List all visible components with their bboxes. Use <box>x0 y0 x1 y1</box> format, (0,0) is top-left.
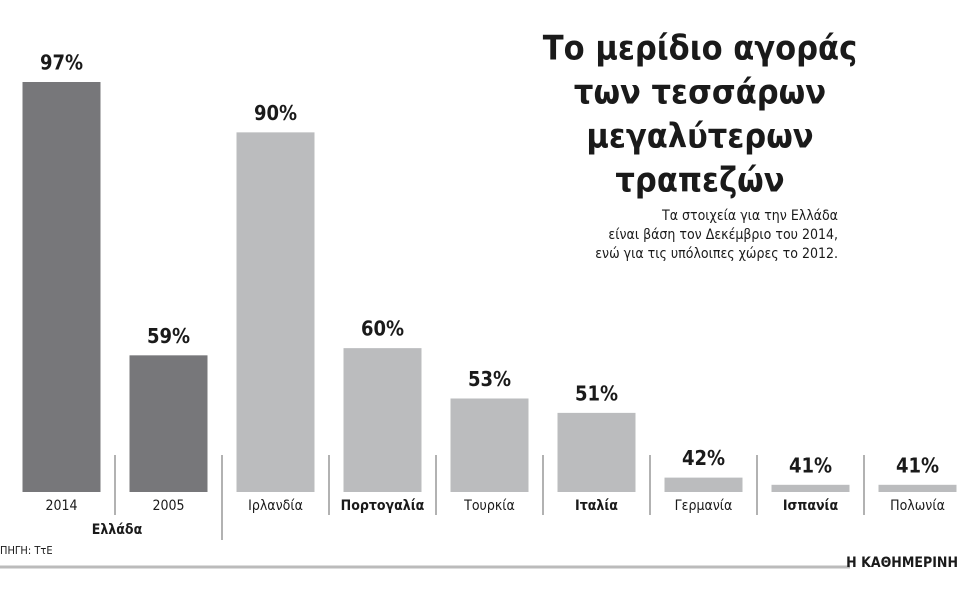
chart-title: μεγαλύτερων <box>586 117 813 157</box>
value-label: 41% <box>789 453 832 477</box>
bar <box>343 348 422 492</box>
chart-subtitle: ενώ για τις υπόλοιπες χώρες το 2012. <box>595 246 838 262</box>
value-label: 51% <box>575 381 618 405</box>
bar <box>22 82 101 492</box>
bar <box>557 412 636 492</box>
chart-title: των τεσσάρων <box>574 73 826 113</box>
bar <box>450 398 529 492</box>
x-tick-label: 2014 <box>45 498 77 514</box>
bar <box>236 132 315 492</box>
bar <box>129 355 208 492</box>
bar <box>878 484 957 492</box>
publisher: Η ΚΑΘΗΜΕΡΙΝΗ <box>846 555 958 571</box>
x-tick-label: Γερμανία <box>675 498 733 514</box>
bar <box>771 484 850 492</box>
value-label: 53% <box>468 367 511 391</box>
x-tick-label: Πορτογαλία <box>341 498 425 514</box>
group-label: Ελλάδα <box>92 522 143 538</box>
chart-title: τραπεζών <box>615 161 784 201</box>
x-tick-label: Τουρκία <box>463 498 515 514</box>
chart-title: Το μερίδιο αγοράς <box>543 29 857 69</box>
chart-subtitle: Τα στοιχεία για την Ελλάδα <box>661 208 838 224</box>
value-label: 59% <box>147 324 190 348</box>
bar <box>664 477 743 492</box>
x-tick-label: Ιρλανδία <box>248 498 303 514</box>
value-label: 90% <box>254 101 297 125</box>
value-label: 60% <box>361 317 404 341</box>
value-label: 97% <box>40 51 83 75</box>
value-label: 41% <box>896 453 939 477</box>
x-tick-label: 2005 <box>152 498 184 514</box>
x-tick-label: Πολωνία <box>890 498 945 514</box>
source: ΠΗΓΗ: ΤτΕ <box>0 544 53 557</box>
value-label: 42% <box>682 446 725 470</box>
chart-subtitle: είναι βάση τον Δεκέμβριο του 2014, <box>608 227 838 243</box>
x-tick-label: Ισπανία <box>783 498 839 514</box>
x-tick-label: Ιταλία <box>575 498 618 514</box>
